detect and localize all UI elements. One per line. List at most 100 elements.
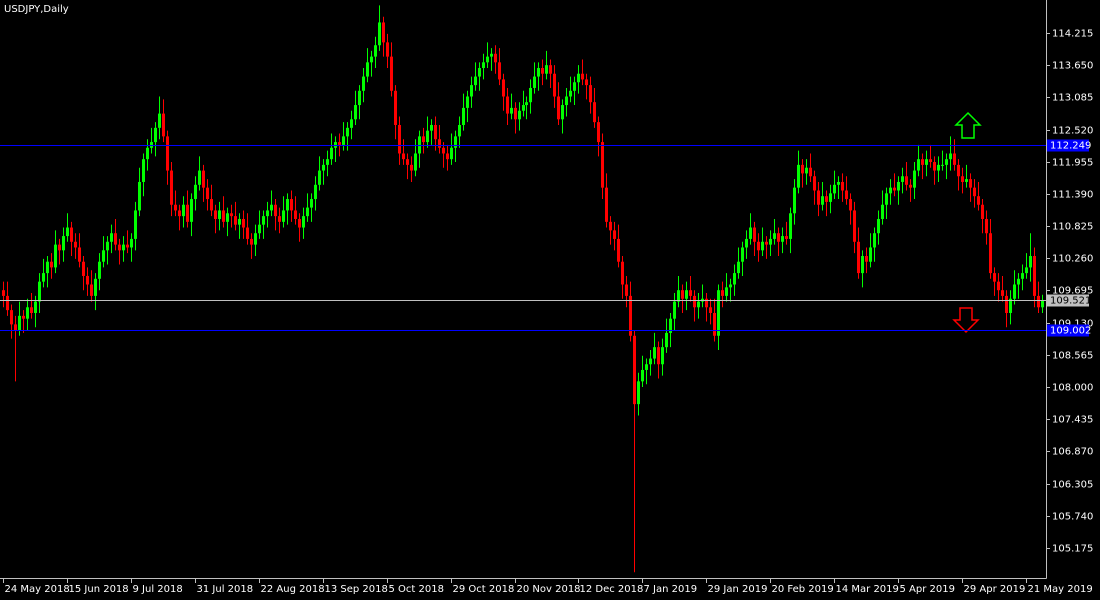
candle-body [370, 56, 373, 63]
candle-body [178, 210, 181, 217]
candle-body [410, 164, 413, 171]
candle-body [470, 85, 473, 97]
candle-body [278, 216, 281, 222]
candle-body [993, 273, 996, 282]
candle-body [533, 76, 536, 88]
up-arrow [954, 111, 982, 139]
y-tick-label: 109.130 [1052, 319, 1093, 330]
candle-body [553, 73, 556, 97]
candle-body [633, 335, 636, 405]
price-level-tag [1047, 324, 1089, 337]
candle-body [498, 62, 501, 80]
x-tick-label: 31 Jul 2018 [197, 584, 254, 595]
candle-body [693, 295, 696, 308]
price-level-label: 109.521 [1050, 296, 1091, 307]
candle-body [1009, 298, 1012, 313]
candle-body [957, 164, 960, 177]
x-tick-label: 29 Apr 2019 [964, 584, 1026, 595]
candle-body [138, 181, 141, 211]
candle-body [529, 87, 532, 103]
candle-body [366, 62, 369, 77]
candle-body [985, 218, 988, 234]
candle-body [681, 290, 684, 299]
candle-body [114, 233, 117, 245]
down-arrow [952, 307, 980, 334]
candle-body [22, 315, 25, 319]
candle-body [18, 315, 21, 331]
candle-body [645, 364, 648, 370]
candle-body [402, 153, 405, 160]
candle-body [238, 218, 241, 225]
candle-body [186, 204, 189, 222]
candle-body [841, 181, 844, 191]
candle-body [118, 244, 121, 251]
candle-body [905, 176, 908, 185]
candle-body [569, 90, 572, 97]
candle-body [673, 301, 676, 319]
candle-body [741, 247, 744, 262]
candle-body [973, 187, 976, 197]
candle-body [1017, 278, 1020, 285]
candle-body [510, 107, 513, 114]
candle-body [745, 238, 748, 248]
candle-body [545, 65, 548, 74]
candle-body [146, 147, 149, 160]
candle-body [338, 142, 341, 145]
candle-body [342, 136, 345, 145]
candle-body [78, 247, 81, 262]
candle-body [945, 159, 948, 165]
candle-body [110, 233, 113, 242]
y-tick-label: 105.175 [1052, 544, 1093, 555]
candle-body [825, 196, 828, 202]
candle-body [174, 204, 177, 211]
candle-body [849, 199, 852, 211]
candle-body [721, 290, 724, 296]
candle-body [781, 236, 784, 242]
candle-body [318, 170, 321, 185]
candle-body [514, 107, 517, 120]
x-tick-label: 20 Nov 2018 [517, 584, 581, 595]
candle-body [222, 210, 225, 222]
candle-body [50, 261, 53, 268]
candle-body [46, 261, 49, 274]
candle-body [250, 238, 253, 245]
x-tick-label: 5 Apr 2019 [900, 584, 955, 595]
candle-body [262, 216, 265, 225]
candle-body [198, 170, 201, 185]
candle-body [334, 142, 337, 148]
candle-body [817, 190, 820, 205]
candle-body [881, 204, 884, 219]
candle-body [134, 210, 137, 239]
candle-body [130, 238, 133, 248]
candle-body [837, 181, 840, 185]
candle-body [1025, 267, 1028, 274]
candle-body [913, 170, 916, 188]
candle-body [490, 53, 493, 57]
y-tick-label: 110.825 [1052, 222, 1093, 233]
candle-body [769, 238, 772, 245]
candle-body [230, 213, 233, 217]
candle-body [194, 184, 197, 200]
candle-body [885, 193, 888, 205]
candle-body [102, 250, 105, 262]
candle-body [354, 105, 357, 120]
candle-body [785, 236, 788, 239]
candle-body [486, 56, 489, 63]
candle-body [374, 45, 377, 57]
candle-body [525, 102, 528, 106]
candle-body [813, 176, 816, 191]
candle-body [593, 102, 596, 123]
candle-body [641, 369, 644, 382]
candle-body [797, 164, 800, 188]
candle-body [218, 210, 221, 219]
candle-body [290, 199, 293, 211]
candle-body [386, 42, 389, 57]
candle-body [689, 290, 692, 296]
candle-body [773, 233, 776, 239]
candle-body [310, 199, 313, 208]
x-tick-label: 13 Sep 2018 [325, 584, 388, 595]
candle-body [765, 241, 768, 245]
plot-area [2, 5, 1044, 573]
price-level-tag [1047, 294, 1089, 307]
candle-body [326, 159, 329, 165]
